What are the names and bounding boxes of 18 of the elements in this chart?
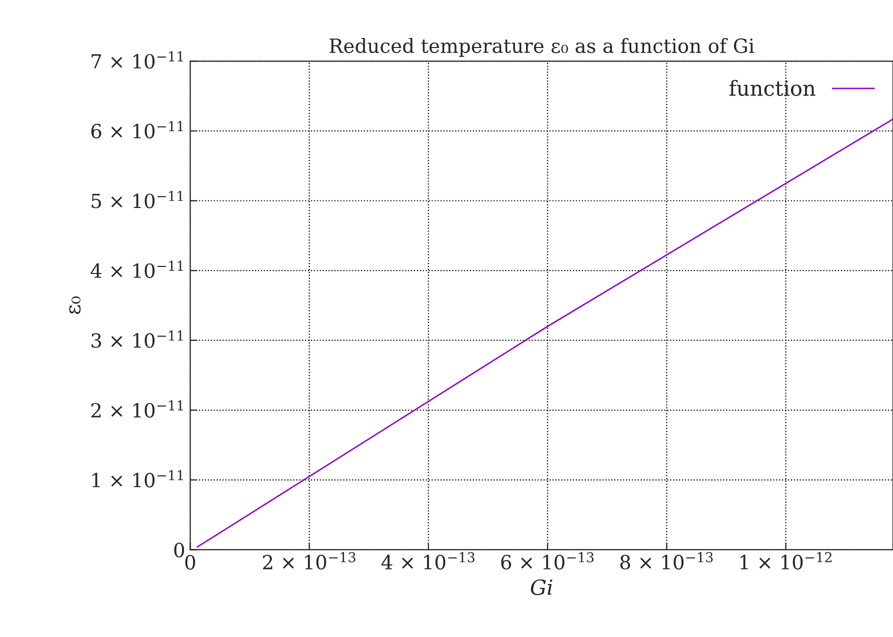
x-tick-label: 4 × 10$^{−13}$ [381,552,474,570]
x-tick-label: 1 × 10$^{−12}$ [740,552,832,570]
legend-label: function [729,80,816,96]
y-tick-label: 3 × 10$^{−11}$ [92,330,183,348]
x-axis-title: Gi [530,579,552,596]
y-tick-label: 1 × 10$^{−11}$ [92,470,183,488]
y-tick-label: 5 × 10$^{−11}$ [92,190,183,208]
y-axis-title: ε₀ [69,296,81,314]
x-tick-label: 8 × 10$^{−13}$ [620,552,713,570]
x-tick-label: 2 × 10$^{−13}$ [263,552,356,570]
chart-title: Reduced temperature ε₀ as a function of Gi [330,38,754,57]
y-tick-label: 0 [174,542,184,558]
y-tick-label: 4 × 10$^{−11}$ [90,260,183,278]
y-tick-label: 6 × 10$^{−11}$ [91,121,183,138]
x-tick-label: 0 [185,554,196,570]
y-tick-label: 2 × 10$^{−11}$ [91,400,183,418]
y-tick-label: 7 × 10$^{−11}$ [92,51,183,69]
x-tick-label: 6 × 10$^{−13}$ [501,552,594,570]
